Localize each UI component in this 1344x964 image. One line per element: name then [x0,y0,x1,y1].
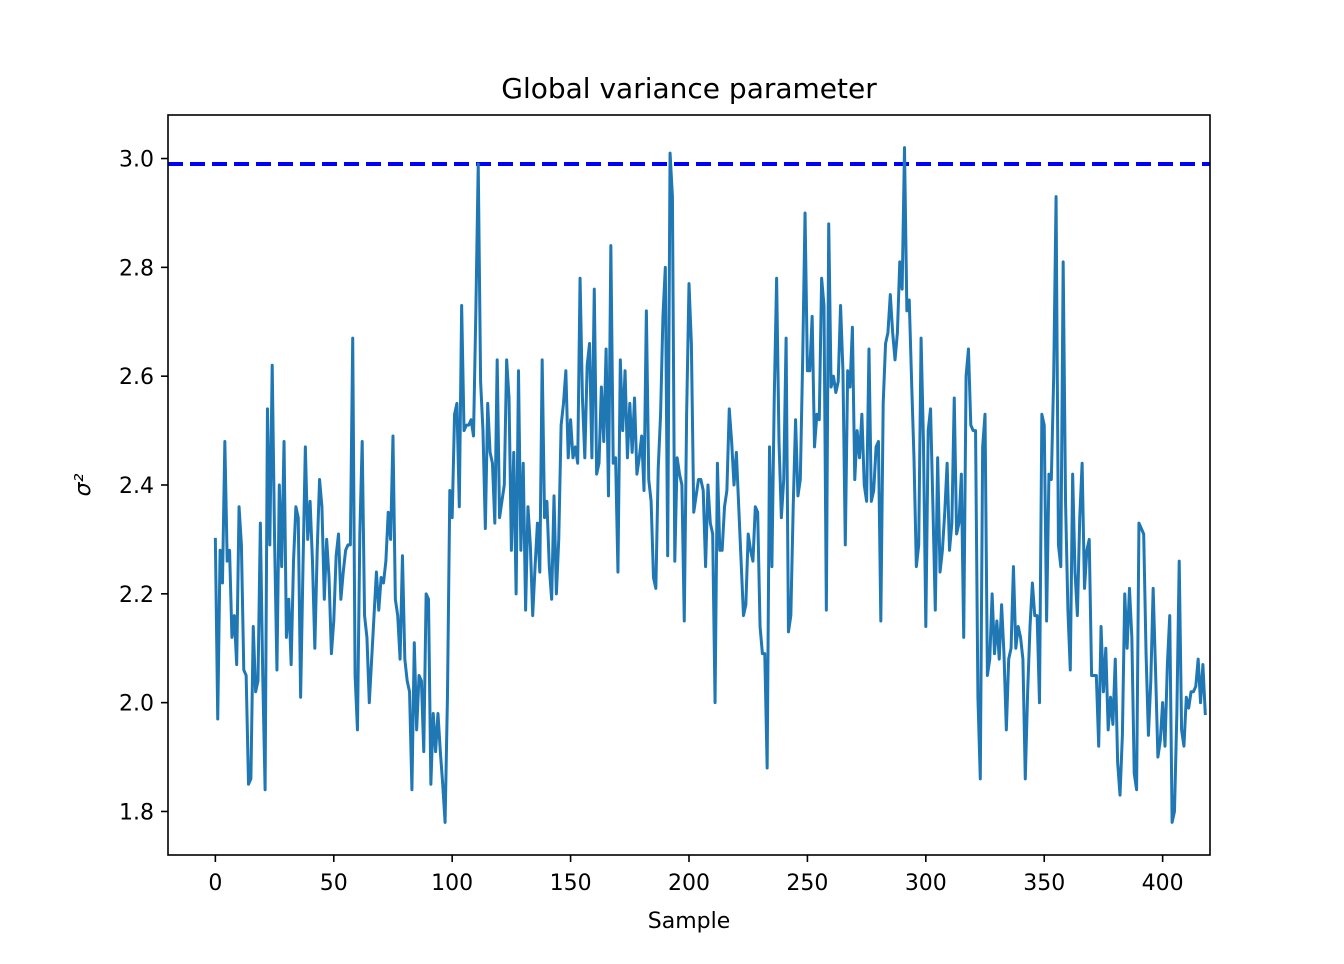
chart-title: Global variance parameter [501,72,877,105]
y-tick-label: 1.8 [119,800,154,825]
x-tick-label: 250 [786,871,828,896]
x-tick-label: 100 [431,871,473,896]
x-tick-label: 50 [320,871,348,896]
y-tick-label: 2.2 [119,583,154,608]
x-tick-label: 0 [208,871,222,896]
x-tick-label: 350 [1023,871,1065,896]
x-tick-label: 200 [668,871,710,896]
y-tick-label: 2.4 [119,474,154,499]
y-axis: 1.8 2.0 2.2 2.4 2.6 2.8 3.0 [119,148,168,825]
series-layer [213,146,1207,824]
y-tick-label: 2.0 [119,692,154,717]
y-tick-label: 2.6 [119,365,154,390]
y-tick-label: 2.8 [119,256,154,281]
x-axis: 0 50 100 150 200 250 300 350 400 [208,855,1184,896]
x-tick-label: 300 [905,871,947,896]
y-tick-label: 3.0 [119,148,154,173]
x-tick-label: 150 [550,871,592,896]
x-tick-label: 400 [1142,871,1184,896]
y-axis-label: σ² [71,473,96,496]
series-line [213,146,1207,824]
x-axis-label: Sample [648,909,731,934]
